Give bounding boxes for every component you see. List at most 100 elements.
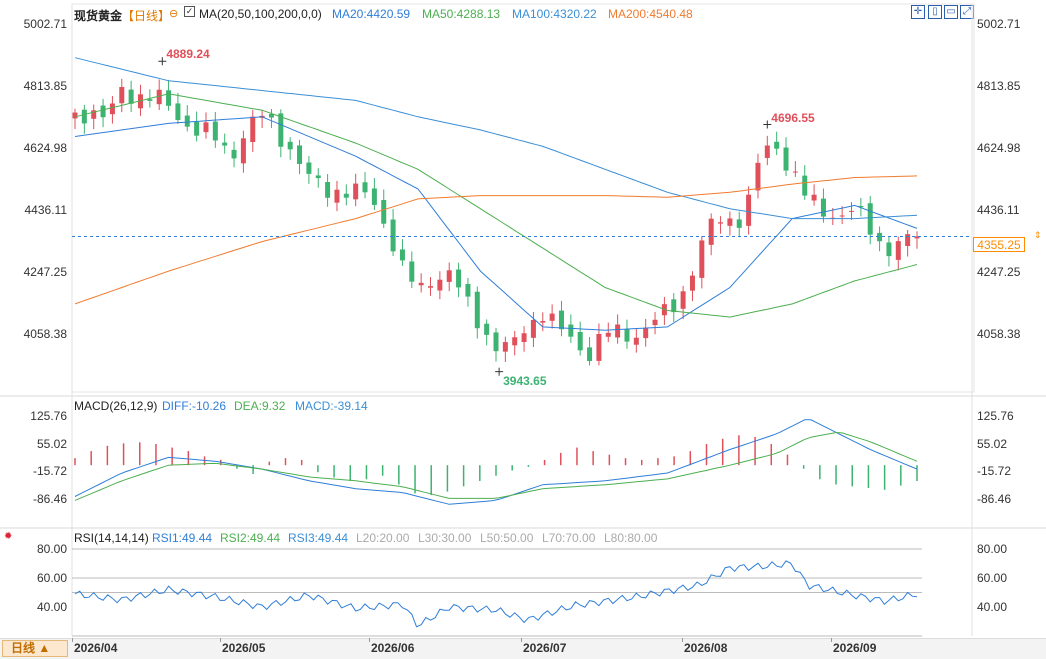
candle-body <box>306 162 312 174</box>
candle-body <box>474 291 480 329</box>
candle-body <box>615 324 621 338</box>
candle-body <box>325 182 331 198</box>
candle-body <box>119 87 125 104</box>
candle-body <box>624 329 630 342</box>
candle-body <box>886 242 892 257</box>
y-tick-label: 4624.98 <box>23 140 67 155</box>
candle-body <box>418 282 424 286</box>
macd-diff-line <box>74 419 918 505</box>
chart-type-icon[interactable]: ▯ <box>928 5 942 19</box>
candle-body <box>802 175 808 196</box>
y-tick-label: 55.02 <box>977 436 1008 451</box>
x-tick-label: 2026/05 <box>222 641 266 655</box>
macd-value: MACD:-39.14 <box>295 399 368 413</box>
settings-icon[interactable]: ⊖ <box>169 8 179 20</box>
y-tick-label: -15.72 <box>977 464 1012 479</box>
rsi-l20: L20:20.00 <box>356 531 410 545</box>
candle-body <box>914 236 920 239</box>
candle-body <box>652 319 658 326</box>
candle-body <box>72 112 78 119</box>
ma-line-ma50 <box>74 93 918 318</box>
candle-body <box>128 89 134 104</box>
candle-body <box>549 313 555 321</box>
ma100-value: MA100:4320.22 <box>512 7 597 21</box>
rsi-l70: L70:70.00 <box>542 531 596 545</box>
candle-body <box>109 103 115 115</box>
period-switch-button[interactable]: 日线 ▲ <box>2 640 68 657</box>
macd-dea-line <box>74 431 918 501</box>
candle-body <box>493 332 499 352</box>
y-tick-label: 4436.11 <box>977 203 1020 217</box>
y-tick-label: 40.00 <box>36 600 67 614</box>
x-tick-label: 2026/06 <box>371 641 415 655</box>
ma-line-ma20 <box>74 116 918 331</box>
candle-body <box>484 323 490 335</box>
candle-body <box>736 219 742 228</box>
y-tick-label: 60.00 <box>36 571 67 585</box>
high-annotation-2: 4696.55 <box>771 110 815 125</box>
candle-body <box>727 218 733 226</box>
y-tick-label: 55.02 <box>36 436 67 451</box>
x-tick-mark <box>72 638 73 642</box>
macd-name: MACD(26,12,9) <box>74 399 158 413</box>
ma-line-ma100 <box>74 57 918 220</box>
candle-body <box>381 200 387 224</box>
candle-body <box>465 283 471 297</box>
y-tick-label: 4058.38 <box>23 327 67 341</box>
candle-body <box>643 327 649 339</box>
current-price-tag: 4355.25 <box>973 237 1025 252</box>
candle-body <box>409 261 415 282</box>
candle-body <box>231 149 237 159</box>
indicator-icon[interactable]: ▭ <box>944 5 958 19</box>
candle-body <box>820 198 826 217</box>
candle-body <box>175 103 181 121</box>
y-tick-label: 5002.71 <box>977 17 1021 31</box>
candle-body <box>746 194 752 226</box>
crosshair-icon[interactable]: ✛ <box>911 5 925 19</box>
candle-body <box>558 310 564 330</box>
x-tick-label: 2026/04 <box>74 641 118 655</box>
candle-body <box>194 121 200 136</box>
candle-body <box>268 113 274 118</box>
candle-body <box>530 319 536 338</box>
period-label[interactable]: 【日线】 <box>122 9 171 23</box>
candle-body <box>540 321 546 323</box>
candle-body <box>446 270 452 282</box>
candle-body <box>91 110 97 119</box>
y-tick-label: 80.00 <box>36 542 67 556</box>
y-tick-label: 4247.25 <box>977 264 1021 279</box>
candle-body <box>371 188 377 205</box>
y-tick-label: 4624.98 <box>977 140 1021 155</box>
chart-canvas[interactable] <box>0 0 1046 638</box>
x-tick-mark <box>831 638 832 642</box>
candle-body <box>166 90 172 106</box>
candle-body <box>250 116 256 143</box>
candle-body <box>689 275 695 291</box>
chart-title: 现货黄金 <box>74 9 123 23</box>
candle-body <box>755 162 761 191</box>
ma-line-ma200 <box>74 175 918 305</box>
candle-body <box>839 215 845 217</box>
candle-body <box>587 347 593 361</box>
y-tick-label: 4813.85 <box>23 78 67 93</box>
rsi-l50: L50:50.00 <box>480 531 534 545</box>
candle-body <box>240 138 246 164</box>
candle-body <box>428 286 434 288</box>
candle-body <box>399 249 405 261</box>
candle-body <box>568 324 574 337</box>
candle-body <box>437 279 443 291</box>
macd-dea: DEA:9.32 <box>234 399 286 413</box>
candle-body <box>867 203 873 235</box>
y-tick-label: 5002.71 <box>23 17 67 31</box>
candle-body <box>811 194 817 201</box>
y-tick-label: 4436.11 <box>24 203 68 217</box>
candle-body <box>203 122 209 133</box>
candle-body <box>456 269 462 288</box>
y-tick-label: 125.76 <box>30 409 67 423</box>
candle-body <box>633 337 639 345</box>
candle-body <box>849 210 855 212</box>
candle-body <box>671 299 677 313</box>
rsi2-value: RSI2:49.44 <box>220 531 281 545</box>
toggle-checkbox-icon[interactable]: ✓ <box>184 6 195 17</box>
rsi-settings-icon[interactable]: ✹ <box>4 531 13 542</box>
